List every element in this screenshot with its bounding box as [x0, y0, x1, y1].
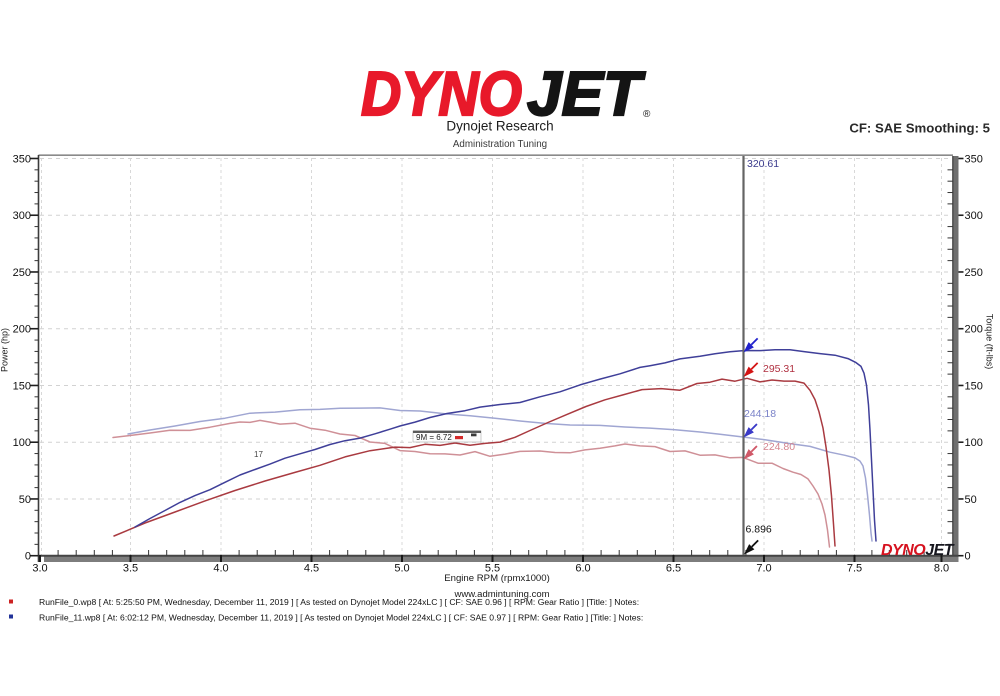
svg-text:17: 17 [254, 450, 263, 459]
svg-text:DYNO: DYNO [361, 60, 522, 129]
svg-text:100: 100 [965, 437, 983, 449]
svg-text:RunFile_0.wp8 [ At: 5:25:50 PM: RunFile_0.wp8 [ At: 5:25:50 PM, Wednesda… [39, 597, 639, 607]
svg-text:50: 50 [965, 494, 977, 506]
svg-text:DYNOJET: DYNOJET [881, 542, 955, 559]
svg-text:3.0: 3.0 [32, 563, 47, 575]
svg-text:Torque (ft-lbs): Torque (ft-lbs) [985, 314, 995, 370]
svg-text:3.5: 3.5 [123, 563, 138, 575]
svg-text:4.5: 4.5 [304, 563, 319, 575]
svg-text:224.80: 224.80 [763, 441, 795, 453]
svg-text:250: 250 [13, 267, 31, 279]
svg-text:350: 350 [13, 153, 31, 165]
svg-text:50: 50 [19, 494, 31, 506]
svg-text:Power (hp): Power (hp) [0, 328, 10, 372]
svg-text:Engine RPM (rpmx1000): Engine RPM (rpmx1000) [444, 573, 550, 584]
svg-text:6.0: 6.0 [575, 563, 590, 575]
svg-text:Administration Tuning: Administration Tuning [453, 139, 547, 150]
svg-text:150: 150 [13, 380, 31, 392]
svg-text:8.0: 8.0 [934, 563, 949, 575]
svg-text:6.896: 6.896 [746, 524, 772, 536]
svg-text:300: 300 [13, 210, 31, 222]
svg-text:200: 200 [965, 324, 983, 336]
svg-text:0: 0 [25, 551, 31, 563]
svg-text:350: 350 [965, 153, 983, 165]
svg-text:300: 300 [965, 210, 983, 222]
svg-text:5.0: 5.0 [394, 563, 409, 575]
svg-text:150: 150 [965, 380, 983, 392]
svg-text:www.admintuning.com: www.admintuning.com [453, 589, 549, 600]
svg-text:250: 250 [965, 267, 983, 279]
svg-text:CF: SAE Smoothing: 5: CF: SAE Smoothing: 5 [849, 121, 990, 136]
svg-text:7.0: 7.0 [756, 563, 771, 575]
svg-text:JET: JET [527, 60, 646, 129]
svg-text:4.0: 4.0 [213, 563, 228, 575]
svg-text:100: 100 [13, 437, 31, 449]
svg-text:9M = 6.72: 9M = 6.72 [416, 433, 452, 442]
svg-text:7.5: 7.5 [847, 563, 862, 575]
svg-text:5.5: 5.5 [485, 563, 500, 575]
svg-text:320.61: 320.61 [747, 158, 779, 170]
svg-text:0: 0 [965, 551, 971, 563]
svg-text:Dynojet Research: Dynojet Research [446, 119, 553, 134]
svg-text:6.5: 6.5 [666, 563, 681, 575]
svg-text:RunFile_11.wp8 [ At: 6:02:12 P: RunFile_11.wp8 [ At: 6:02:12 PM, Wednesd… [39, 613, 643, 623]
svg-text:295.31: 295.31 [763, 363, 795, 375]
svg-text:200: 200 [13, 324, 31, 336]
svg-text:®: ® [643, 109, 651, 120]
svg-text:244.18: 244.18 [744, 408, 776, 420]
